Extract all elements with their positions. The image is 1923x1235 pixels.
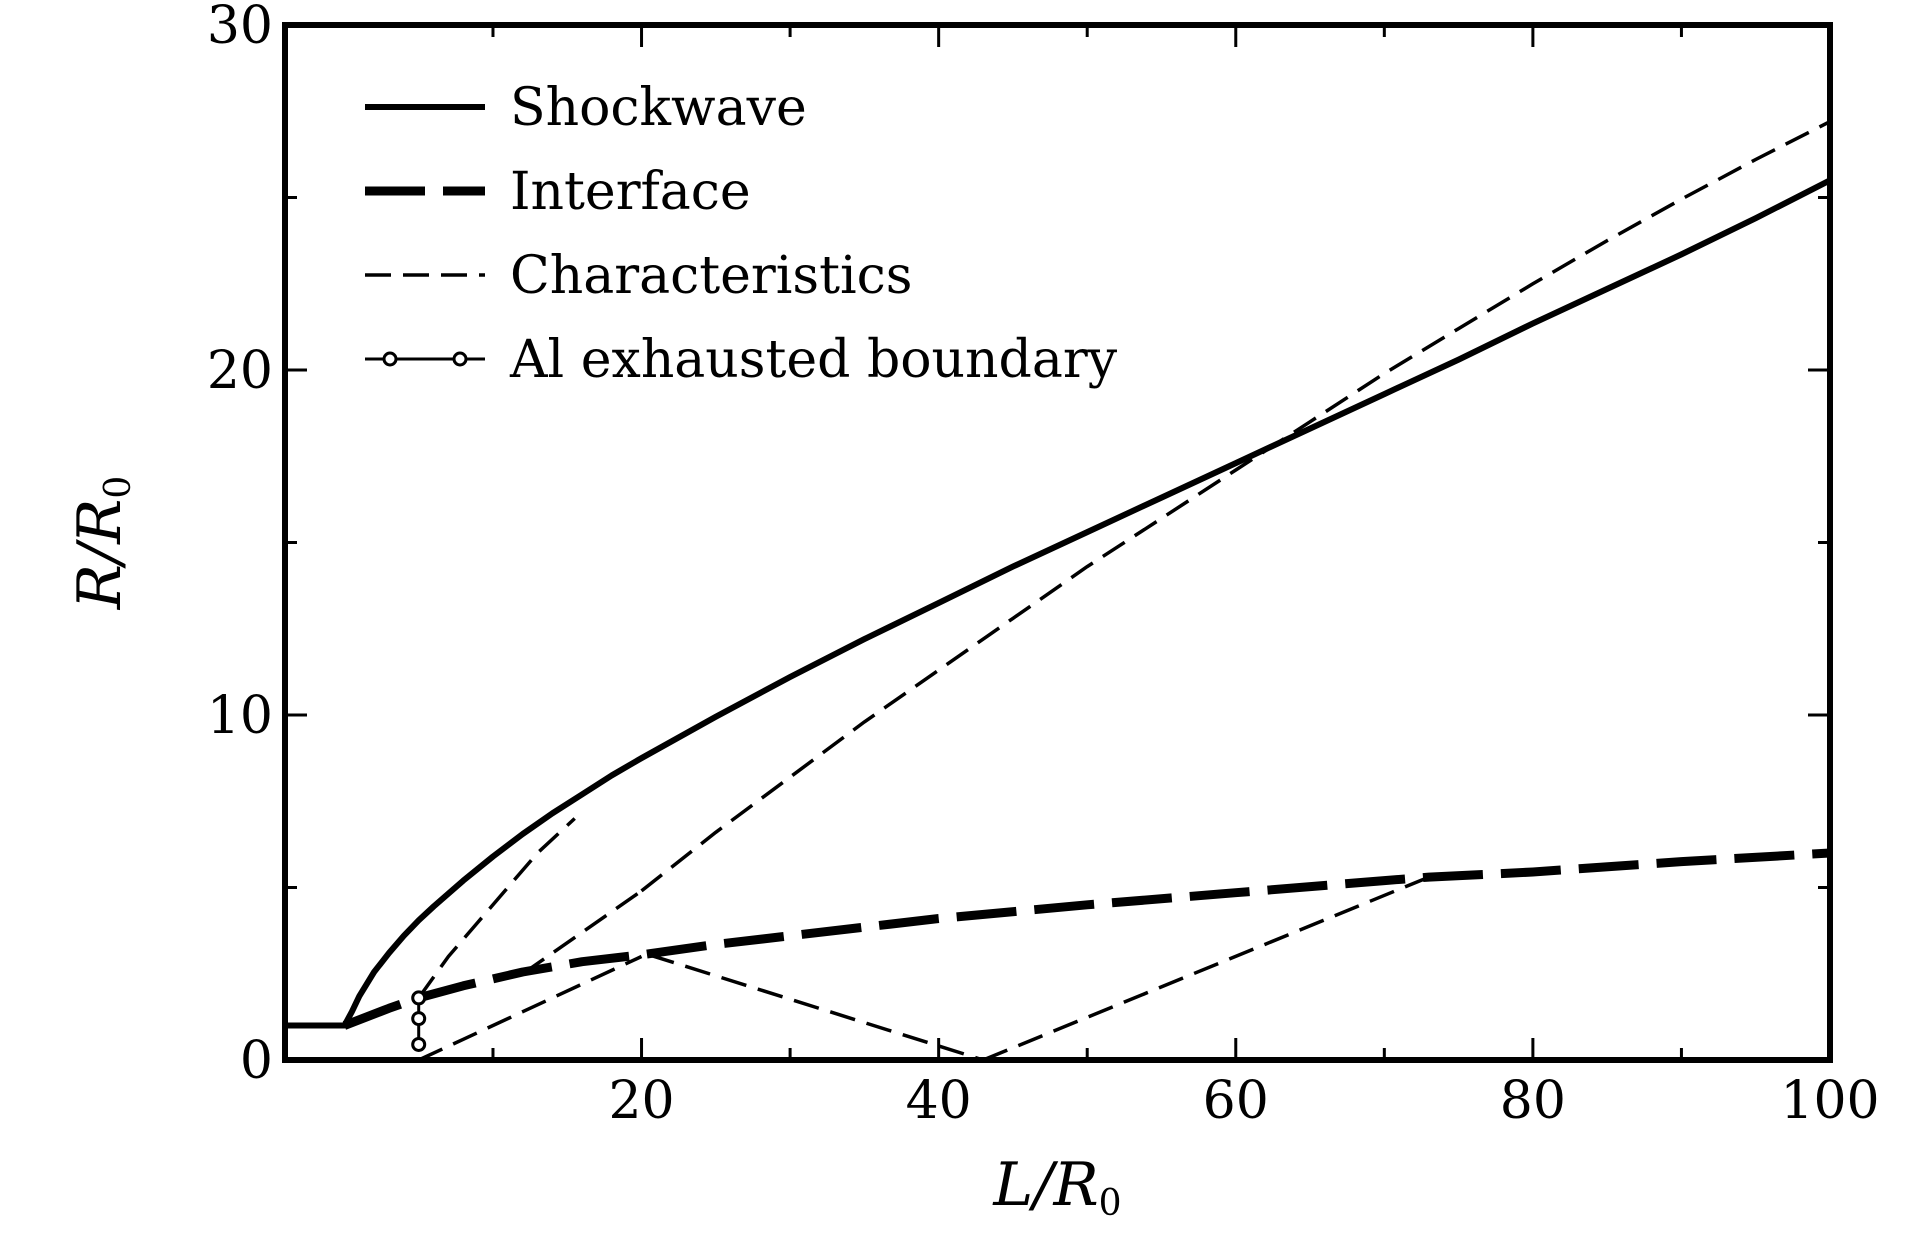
- series-line-0-0: [285, 177, 1832, 1029]
- series-line-2-1: [417, 954, 643, 1062]
- y-tick-label: 10: [207, 686, 273, 746]
- legend-marker: [452, 351, 468, 367]
- x-tick-label: 20: [608, 1071, 674, 1131]
- boundary-marker: [411, 1036, 427, 1052]
- y-axis-label: R/R0: [65, 476, 139, 610]
- y-tick-label: 0: [240, 1031, 273, 1091]
- x-tick-label: 100: [1780, 1071, 1879, 1131]
- series-line-1-0: [342, 848, 1831, 1030]
- boundary-marker: [411, 1011, 427, 1027]
- series-line-2-3: [640, 120, 1831, 893]
- x-axis-label-main: L/R: [992, 1150, 1098, 1220]
- legend-label: Interface: [510, 162, 751, 222]
- series-line-2-5: [982, 875, 1430, 1062]
- y-tick-label: 30: [207, 0, 273, 56]
- series-layer: [285, 120, 1832, 1062]
- y-axis-label-sub: 0: [98, 476, 139, 499]
- y-axis-label-main: R/R: [65, 499, 135, 611]
- x-tick-label: 40: [906, 1071, 972, 1131]
- x-tick-label: 80: [1500, 1071, 1566, 1131]
- legend: Shockwave Interface Characteristics Al exha…: [365, 78, 1118, 390]
- x-axis-label-sub: 0: [1099, 1183, 1122, 1224]
- y-tick-label: 20: [207, 341, 273, 401]
- legend-marker: [382, 351, 398, 367]
- x-tick-label: 60: [1203, 1071, 1269, 1131]
- legend-label: Characteristics: [510, 246, 912, 306]
- plot-frame: [282, 22, 1833, 1063]
- series-line-2-2: [521, 889, 643, 976]
- x-axis-label: L/R0: [992, 1150, 1121, 1224]
- series-line-2-0: [417, 817, 576, 999]
- series-line-2-4: [648, 953, 984, 1062]
- legend-label: Shockwave: [510, 78, 807, 138]
- legend-label: Al exhausted boundary: [509, 330, 1118, 390]
- boundary-marker: [411, 990, 427, 1006]
- tick-labels-layer: 20 40 60 80 100 0 10 20 30: [207, 0, 1880, 1131]
